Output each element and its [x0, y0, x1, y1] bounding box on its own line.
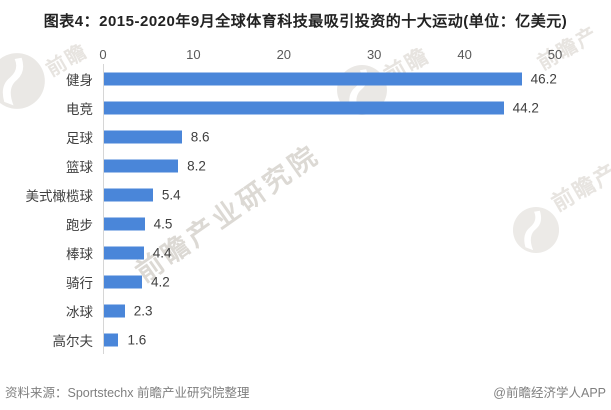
bar-track: 8.6: [103, 122, 556, 151]
chart-footer: 资料来源：Sportstechx 前瞻产业研究院整理 @前瞻经济学人APP: [0, 382, 611, 401]
bar-row: 冰球 2.3: [0, 296, 611, 325]
axis-spacer: [0, 47, 103, 64]
category-label: 足球: [66, 130, 93, 146]
bar-row: 棒球 4.4: [0, 238, 611, 267]
axis-tick-label: 0: [99, 47, 107, 62]
bar: [104, 304, 125, 317]
axis-tick-label: 30: [366, 47, 382, 62]
axis-tick-label: 50: [547, 47, 563, 62]
bar: [104, 130, 182, 143]
bar: [104, 188, 153, 201]
bar-track: 4.2: [103, 267, 556, 296]
value-label: 4.4: [152, 245, 172, 260]
credit-note: @前瞻经济学人APP: [493, 386, 606, 400]
bar: [104, 333, 119, 346]
bar-row: 电竞 44.2: [0, 93, 611, 122]
bar: [104, 101, 504, 114]
bar-track: 4.4: [103, 238, 556, 267]
category-label: 电竞: [66, 101, 93, 117]
bar: [104, 275, 142, 288]
axis-ticks: 0 10 20 30 40 50: [99, 47, 562, 64]
value-label: 5.4: [161, 187, 181, 202]
category-label: 篮球: [66, 159, 93, 175]
bar-row: 健身 46.2: [0, 64, 611, 93]
value-label: 1.6: [127, 332, 147, 347]
bar-row: 足球 8.6: [0, 122, 611, 151]
x-axis: 0 10 20 30 40 50: [0, 47, 611, 64]
category-label: 冰球: [66, 304, 93, 320]
value-label: 2.3: [133, 303, 153, 318]
bar-row: 跑步 4.5: [0, 209, 611, 238]
category-label: 美式橄榄球: [25, 188, 94, 204]
bar-track: 46.2: [103, 64, 557, 93]
axis-tick-label: 40: [457, 47, 472, 62]
bar-track: 2.3: [103, 296, 556, 325]
bar-track: 1.6: [103, 325, 556, 354]
axis-tick-label: 10: [186, 47, 201, 62]
axis-tick-label: 20: [276, 47, 292, 62]
value-label: 46.2: [530, 71, 557, 86]
bar-track: 44.2: [103, 93, 556, 122]
bar-row: 篮球 8.2: [0, 151, 611, 180]
category-label: 棒球: [66, 246, 93, 262]
value-label: 44.2: [512, 100, 539, 115]
category-label: 高尔夫: [52, 333, 94, 349]
category-label: 骑行: [66, 275, 93, 291]
chart-title: 图表4：2015-2020年9月全球体育科技最吸引投资的十大运动(单位：亿美元): [43, 13, 568, 30]
category-label: 健身: [66, 72, 93, 88]
bar: [104, 217, 145, 230]
bar-chart: 图表4：2015-2020年9月全球体育科技最吸引投资的十大运动(单位：亿美元)…: [0, 13, 611, 354]
bar: [104, 159, 179, 172]
value-label: 8.2: [187, 158, 206, 173]
value-label: 4.2: [150, 274, 170, 289]
bar-rows: 健身 46.2 电竞 44.2 足球 8.6 篮球 8.2 美式橄榄球 5.4 跑步 4.5 棒球 4.4…: [0, 64, 611, 354]
bar-row: 骑行 4.2: [0, 267, 611, 296]
source-note: 资料来源：Sportstechx 前瞻产业研究院整理: [5, 386, 250, 400]
bar-track: 4.5: [103, 209, 556, 238]
bar: [104, 72, 522, 85]
bar-row: 高尔夫 1.6: [0, 325, 611, 354]
value-label: 4.5: [153, 216, 173, 231]
bar-track: 8.2: [103, 151, 556, 180]
bar-track: 5.4: [103, 180, 556, 209]
bar: [104, 246, 144, 259]
value-label: 8.6: [190, 129, 210, 144]
bar-row: 美式橄榄球 5.4: [0, 180, 611, 209]
category-label: 跑步: [66, 217, 93, 233]
